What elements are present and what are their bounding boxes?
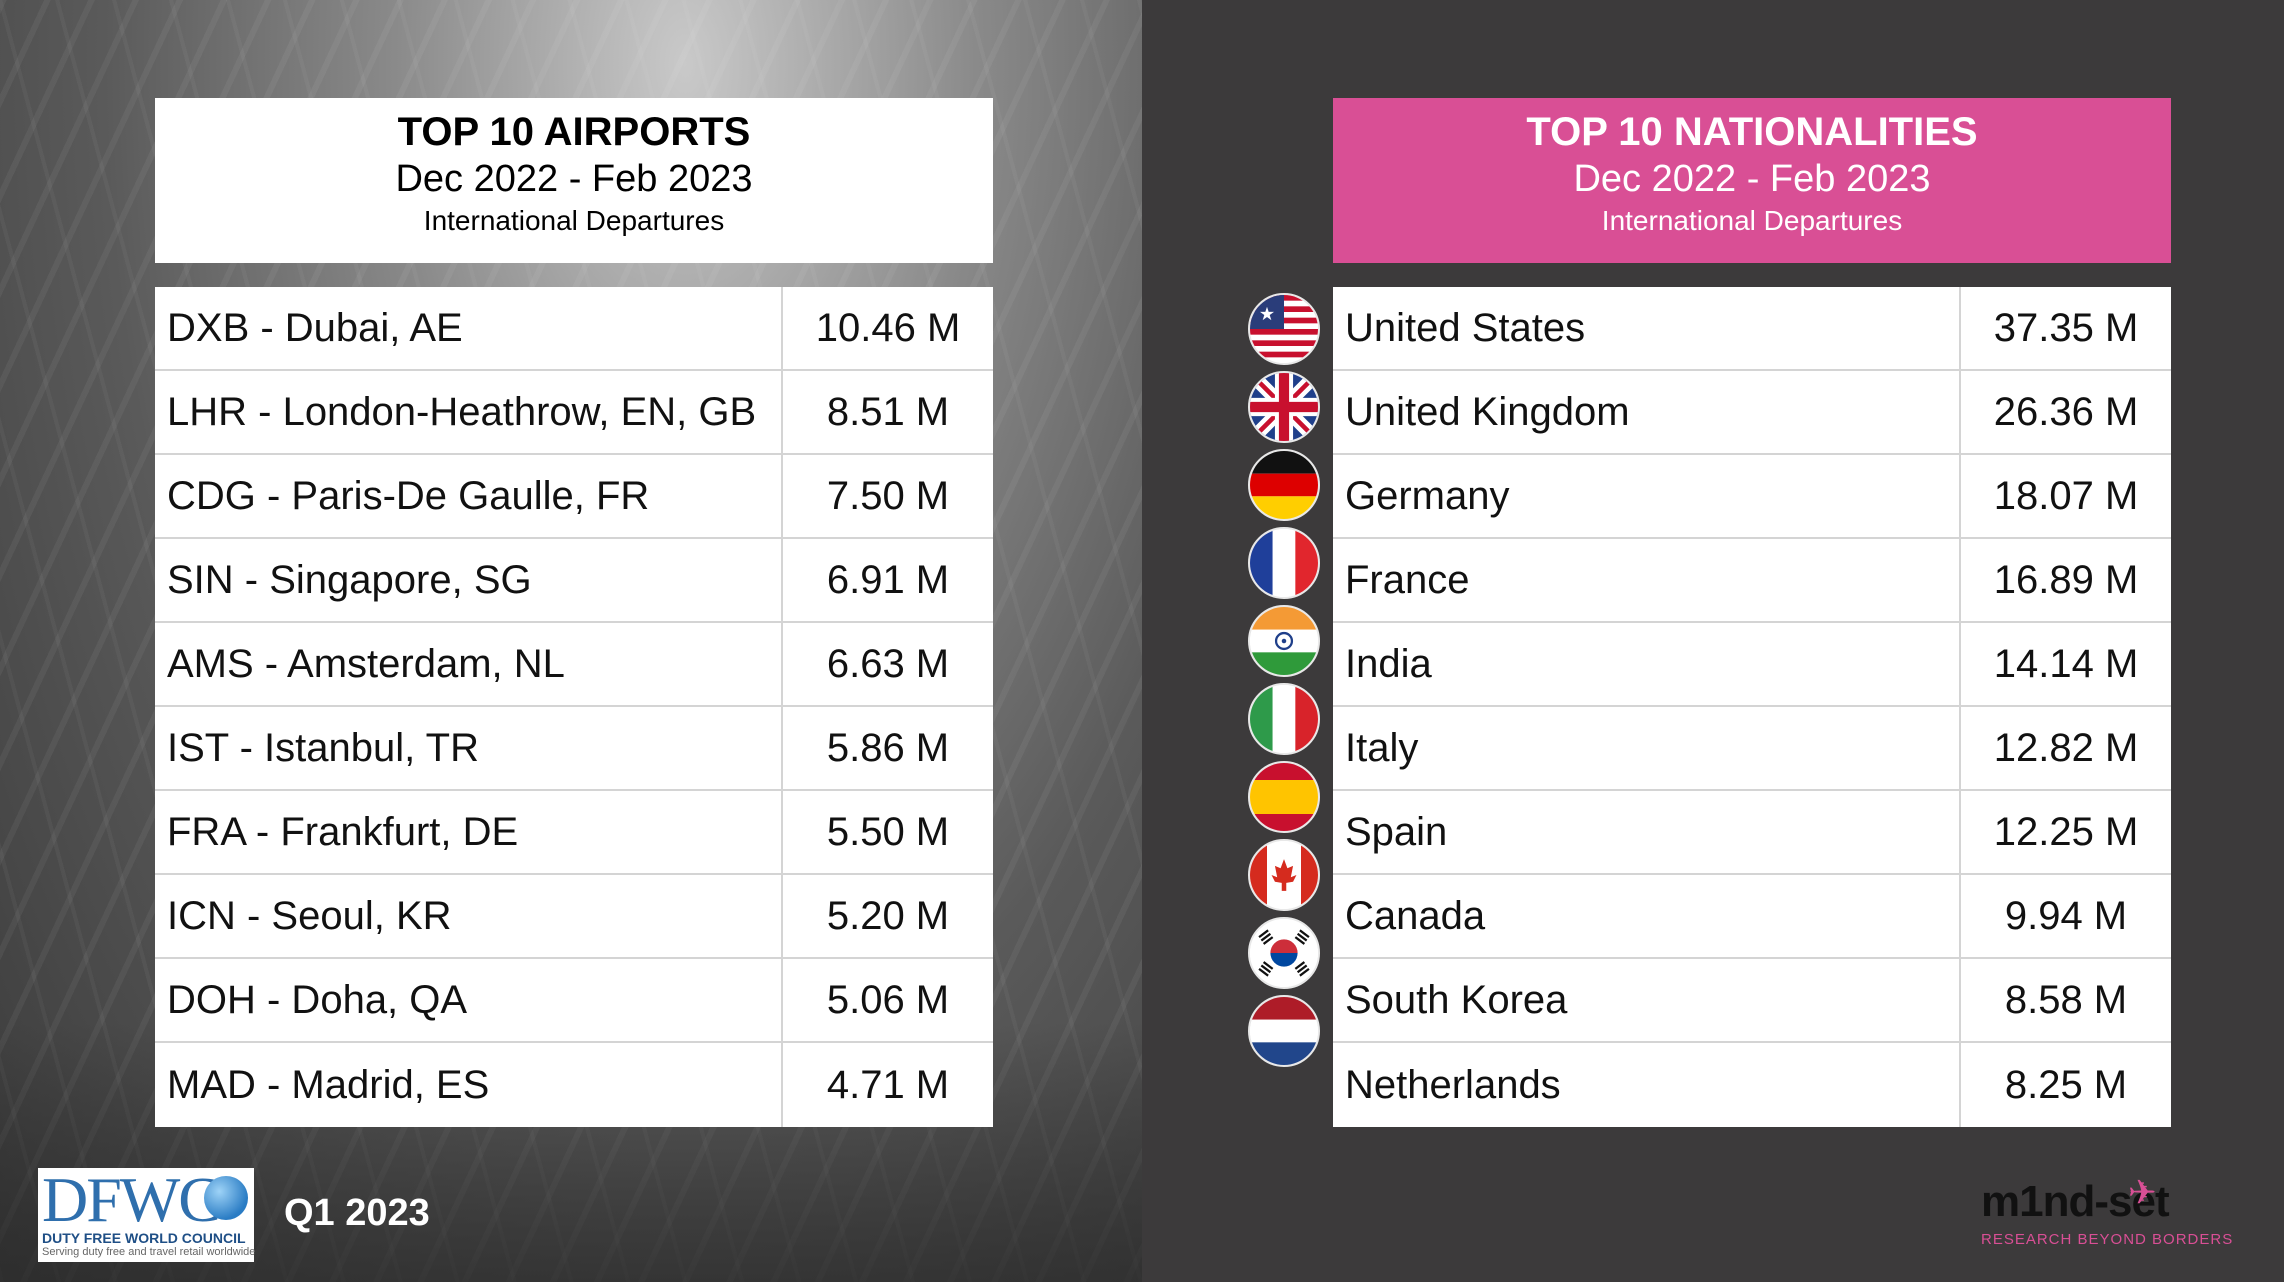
spain-flag-icon xyxy=(1248,761,1320,833)
india-flag-icon xyxy=(1248,605,1320,677)
nationality-value: 8.25 M xyxy=(2004,1062,2128,1107)
table-row: United Kingdom 26.36 M xyxy=(1333,371,2171,455)
nationalities-period: Dec 2022 - Feb 2023 xyxy=(1573,158,1931,200)
airports-subtitle: International Departures xyxy=(423,205,725,236)
nationality-value: 18.07 M xyxy=(1993,473,2139,518)
airport-name: DOH - Doha, QA xyxy=(155,959,783,1041)
nationality-name: Canada xyxy=(1333,875,1961,957)
airport-value: 5.20 M xyxy=(826,893,950,938)
table-row: India 14.14 M xyxy=(1333,623,2171,707)
mindset-logo: m1nd-set ✈ RESEARCH BEYOND BORDERS xyxy=(1978,1174,2238,1255)
mindset-tagline: RESEARCH BEYOND BORDERS xyxy=(1981,1231,2234,1248)
airport-name: ICN - Seoul, KR xyxy=(155,875,783,957)
svg-text:★: ★ xyxy=(1259,304,1275,325)
airport-name: CDG - Paris-De Gaulle, FR xyxy=(155,455,783,537)
france-flag-icon xyxy=(1248,527,1320,599)
nationality-value: 26.36 M xyxy=(1993,389,2139,434)
airport-name: FRA - Frankfurt, DE xyxy=(155,791,783,873)
nationality-value: 12.82 M xyxy=(1993,725,2139,770)
table-row: IST - Istanbul, TR 5.86 M xyxy=(155,707,993,791)
nationality-name: Spain xyxy=(1333,791,1961,873)
nationality-value: 12.25 M xyxy=(1993,809,2139,854)
nationalities-title: TOP 10 NATIONALITIES xyxy=(1526,110,1978,154)
table-row: United States 37.35 M xyxy=(1333,287,2171,371)
dfwc-tagline: Serving duty free and travel retail worl… xyxy=(42,1246,256,1258)
airports-header: TOP 10 AIRPORTS Dec 2022 - Feb 2023 Inte… xyxy=(155,98,993,263)
dfwc-logo-letters: DFWC xyxy=(42,1164,221,1235)
airports-table: DXB - Dubai, AE 10.46 M LHR - London-Heat… xyxy=(155,287,993,1127)
table-row: Italy 12.82 M xyxy=(1333,707,2171,791)
bird-icon: ✈ xyxy=(2128,1174,2157,1212)
table-row: Canada 9.94 M xyxy=(1333,875,2171,959)
table-row: DOH - Doha, QA 5.06 M xyxy=(155,959,993,1043)
airport-value: 6.91 M xyxy=(826,557,950,602)
table-row: SIN - Singapore, SG 6.91 M xyxy=(155,539,993,623)
table-row: CDG - Paris-De Gaulle, FR 7.50 M xyxy=(155,455,993,539)
airport-value: 5.86 M xyxy=(826,725,950,770)
nationalities-header: TOP 10 NATIONALITIES Dec 2022 - Feb 2023… xyxy=(1333,98,2171,263)
airport-value: 10.46 M xyxy=(815,305,961,350)
airport-name: IST - Istanbul, TR xyxy=(155,707,783,789)
nationality-name: South Korea xyxy=(1333,959,1961,1041)
globe-icon xyxy=(204,1176,248,1220)
table-row: Spain 12.25 M xyxy=(1333,791,2171,875)
nationality-value: 14.14 M xyxy=(1993,641,2139,686)
table-row: AMS - Amsterdam, NL 6.63 M xyxy=(155,623,993,707)
germany-flag-icon xyxy=(1248,449,1320,521)
table-row: FRA - Frankfurt, DE 5.50 M xyxy=(155,791,993,875)
nationality-name: United States xyxy=(1333,287,1961,369)
nationality-value: 8.58 M xyxy=(2004,977,2128,1022)
quarter-label: Q1 2023 xyxy=(284,1192,430,1234)
table-row: France 16.89 M xyxy=(1333,539,2171,623)
airport-name: DXB - Dubai, AE xyxy=(155,287,783,369)
airport-value: 5.06 M xyxy=(826,977,950,1022)
airports-title: TOP 10 AIRPORTS xyxy=(397,110,751,154)
nationality-name: France xyxy=(1333,539,1961,621)
table-row: ICN - Seoul, KR 5.20 M xyxy=(155,875,993,959)
airports-period: Dec 2022 - Feb 2023 xyxy=(395,158,753,200)
dfwc-logo: DFWC DUTY FREE WORLD COUNCIL Serving dut… xyxy=(38,1164,256,1262)
canada-flag-icon xyxy=(1248,839,1320,911)
nationality-name: Italy xyxy=(1333,707,1961,789)
airport-name: AMS - Amsterdam, NL xyxy=(155,623,783,705)
uk-flag-icon xyxy=(1248,371,1320,443)
nationalities-subtitle: International Departures xyxy=(1601,205,1903,236)
airport-value: 8.51 M xyxy=(826,389,950,434)
nationality-name: Netherlands xyxy=(1333,1043,1961,1127)
airport-value: 6.63 M xyxy=(826,641,950,686)
table-row: Netherlands 8.25 M xyxy=(1333,1043,2171,1127)
airport-name: LHR - London-Heathrow, EN, GB xyxy=(155,371,783,453)
table-row: Germany 18.07 M xyxy=(1333,455,2171,539)
flag-column: ★ xyxy=(1248,287,1320,1073)
nationality-name: United Kingdom xyxy=(1333,371,1961,453)
airport-name: MAD - Madrid, ES xyxy=(155,1043,783,1127)
nationality-name: Germany xyxy=(1333,455,1961,537)
airport-name: SIN - Singapore, SG xyxy=(155,539,783,621)
table-row: South Korea 8.58 M xyxy=(1333,959,2171,1043)
nationality-value: 9.94 M xyxy=(2004,893,2128,938)
netherlands-flag-icon xyxy=(1248,995,1320,1067)
nationality-name: India xyxy=(1333,623,1961,705)
nationalities-table: United States 37.35 M United Kingdom 26.36… xyxy=(1333,287,2171,1127)
nationality-value: 37.35 M xyxy=(1993,305,2139,350)
nationality-value: 16.89 M xyxy=(1993,557,2139,602)
airport-value: 4.71 M xyxy=(826,1062,950,1107)
mindset-wordmark: m1nd-set xyxy=(1981,1177,2170,1226)
south-korea-flag-icon xyxy=(1248,917,1320,989)
airport-value: 7.50 M xyxy=(826,473,950,518)
airport-value: 5.50 M xyxy=(826,809,950,854)
italy-flag-icon xyxy=(1248,683,1320,755)
dfwc-name: DUTY FREE WORLD COUNCIL xyxy=(42,1230,246,1246)
us-flag-icon: ★ xyxy=(1248,293,1320,365)
table-row: DXB - Dubai, AE 10.46 M xyxy=(155,287,993,371)
table-row: MAD - Madrid, ES 4.71 M xyxy=(155,1043,993,1127)
table-row: LHR - London-Heathrow, EN, GB 8.51 M xyxy=(155,371,993,455)
